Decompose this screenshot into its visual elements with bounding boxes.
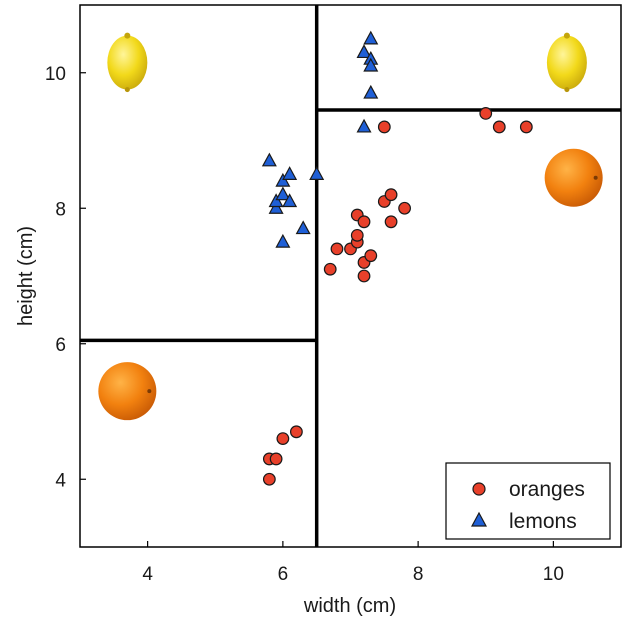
x-axis-label: width (cm) (303, 595, 396, 617)
orange-icon (98, 362, 157, 421)
y-axis-label: height (cm) (15, 226, 37, 326)
legend-label-oranges: oranges (509, 478, 585, 501)
point-oranges (350, 228, 364, 242)
point-oranges (519, 120, 533, 134)
x-tick-label: 4 (142, 564, 153, 585)
point-lemons (275, 233, 291, 248)
point-oranges (323, 262, 337, 276)
point-lemons (363, 30, 379, 45)
point-oranges (384, 188, 398, 202)
point-lemons (309, 166, 325, 180)
point-lemons (363, 84, 379, 99)
orange-icon (544, 148, 603, 207)
point-lemons (295, 220, 311, 235)
lemon-icon (546, 32, 587, 93)
point-oranges (330, 242, 344, 256)
point-oranges (262, 472, 276, 486)
y-tick-label: 8 (55, 199, 66, 220)
point-oranges (269, 452, 283, 466)
x-tick-label: 6 (278, 564, 289, 585)
point-lemons (363, 57, 379, 72)
decision-boundaries (80, 5, 621, 547)
point-lemons (268, 199, 284, 214)
region-icons (98, 32, 603, 421)
point-lemons (275, 186, 291, 201)
y-tick-label: 6 (55, 335, 66, 356)
legend-marker-lemons (470, 511, 488, 527)
point-lemons (261, 152, 277, 167)
point-oranges (377, 120, 391, 134)
point-oranges (357, 215, 371, 229)
point-oranges (384, 215, 398, 229)
point-oranges (479, 106, 493, 120)
point-lemons (282, 166, 298, 180)
lemon-icon (107, 32, 148, 93)
point-lemons (356, 118, 372, 133)
y-tick-label: 10 (45, 64, 66, 85)
point-oranges (276, 432, 290, 446)
y-tick-label: 4 (55, 470, 66, 491)
point-lemons (268, 193, 284, 208)
y-axis-ticks: 4 6 8 10 (45, 64, 86, 491)
x-axis-ticks: 4 6 8 10 (142, 541, 564, 585)
legend-marker-oranges (472, 482, 486, 496)
point-oranges (492, 120, 506, 134)
x-tick-label: 10 (543, 564, 564, 585)
legend: oranges lemons (445, 462, 611, 540)
point-oranges (357, 269, 371, 283)
x-tick-label: 8 (413, 564, 424, 585)
plot-area (79, 4, 622, 548)
point-oranges (398, 201, 412, 215)
data-points (261, 30, 533, 486)
point-lemons (275, 172, 291, 187)
point-oranges (290, 425, 303, 439)
legend-label-lemons: lemons (509, 510, 577, 533)
point-lemons (356, 44, 372, 59)
point-lemons (282, 193, 298, 208)
point-oranges (364, 249, 378, 263)
